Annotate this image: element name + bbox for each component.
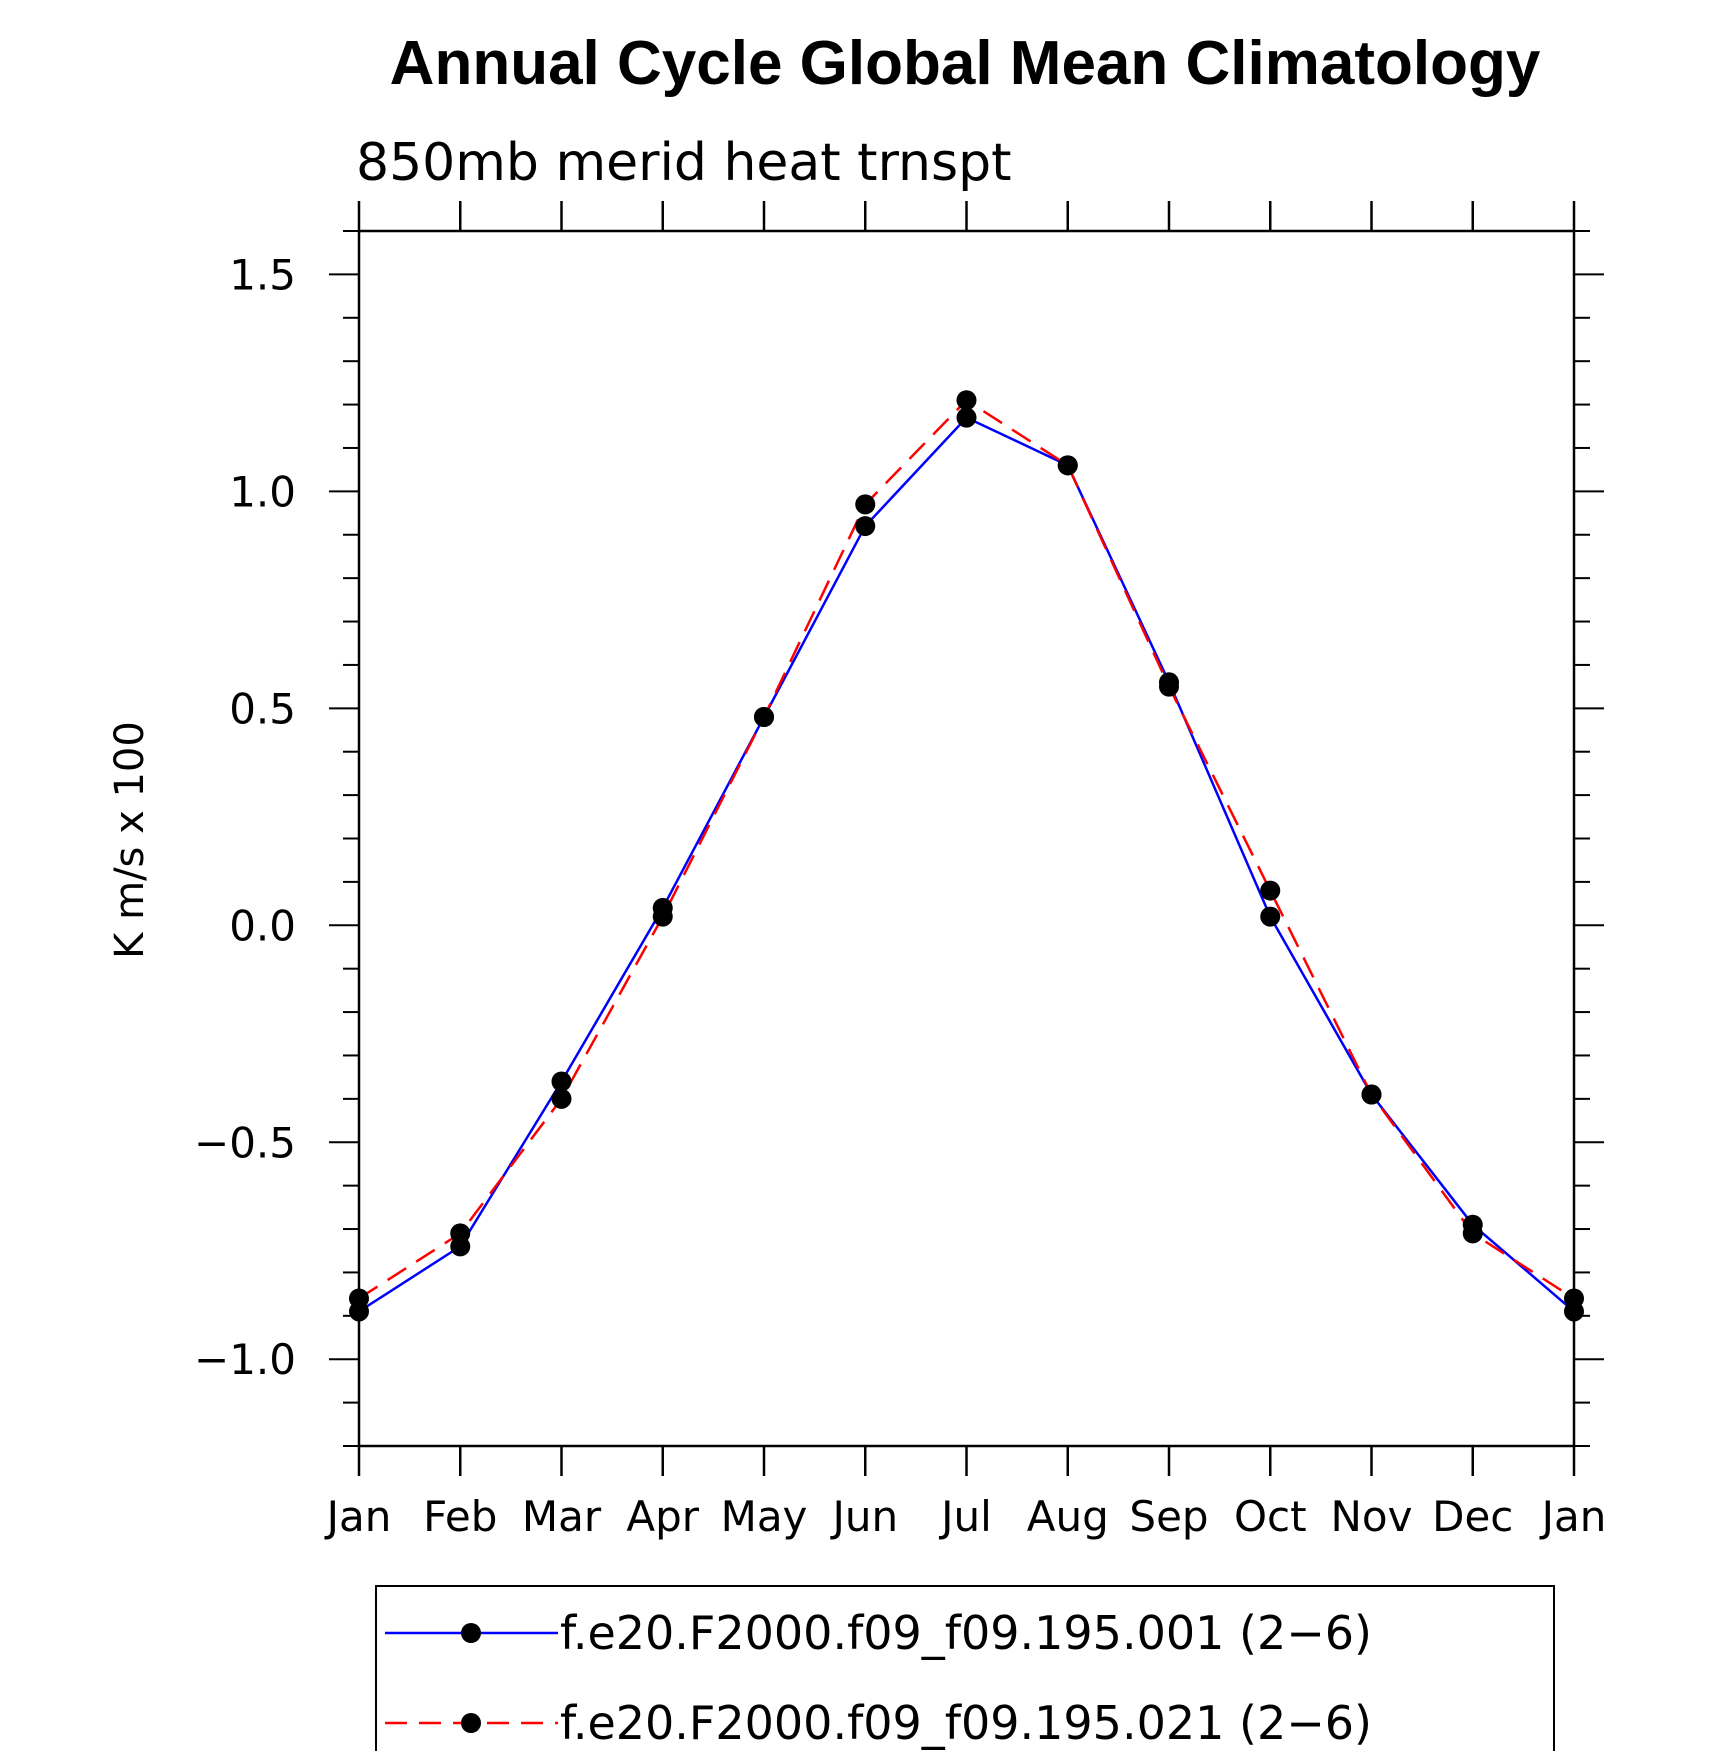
chart-subtitle: 850mb merid heat trnspt (356, 133, 1011, 193)
x-tick-label: Jan (1539, 1492, 1607, 1541)
data-point (349, 1288, 369, 1309)
data-point (652, 906, 673, 927)
x-tick-label: Jul (938, 1492, 992, 1541)
data-point (1361, 1084, 1382, 1105)
legend-marker (461, 1713, 481, 1733)
data-point (956, 390, 977, 411)
data-point (855, 516, 876, 537)
y-axis-label-group: K m/s x 100 (107, 721, 153, 959)
data-point (1260, 906, 1281, 927)
data-point (1057, 455, 1078, 476)
y-axis-ticks: −1.0 −0.5 0.0 0.5 1.0 1.5 (194, 230, 1604, 1447)
x-tick-label: Jan (324, 1492, 392, 1541)
x-axis-ticks: Jan Feb Mar Apr May Jun Jul Aug Sep Oct Nov Dec Jan (324, 201, 1607, 1541)
data-point (1260, 880, 1281, 901)
data-point (1159, 676, 1179, 697)
y-tick-label: 1.5 (229, 250, 296, 299)
x-tick-label: Aug (1027, 1492, 1109, 1541)
legend-label: f.e20.F2000.f09_f09.195.001 (2−6) (560, 1606, 1372, 1660)
series-line (358, 416, 1575, 1313)
x-tick-label: Mar (522, 1492, 602, 1541)
data-point (1564, 1288, 1584, 1309)
x-tick-label: Sep (1129, 1492, 1208, 1541)
legend-label: f.e20.F2000.f09_f09.195.021 (2−6) (560, 1696, 1372, 1750)
x-tick-label: May (721, 1492, 808, 1541)
legend-box (375, 1585, 1555, 1751)
y-tick-label: −1.0 (194, 1335, 296, 1384)
x-tick-label: Dec (1432, 1492, 1513, 1541)
y-axis-label: K m/s x 100 (107, 721, 153, 959)
x-tick-label: Jun (829, 1492, 898, 1541)
data-point (956, 407, 977, 428)
y-tick-label: −0.5 (194, 1118, 296, 1167)
legend-marker (461, 1623, 481, 1643)
series-line (358, 398, 1575, 1300)
y-tick-label: 0.5 (229, 684, 296, 733)
x-tick-label: Oct (1234, 1492, 1307, 1541)
data-point (450, 1223, 471, 1244)
data-point (754, 707, 774, 727)
x-tick-label: Apr (626, 1492, 699, 1541)
x-tick-label: Feb (423, 1492, 497, 1541)
x-tick-label: Nov (1331, 1492, 1413, 1541)
data-point (551, 1071, 572, 1092)
series-layer (349, 390, 1584, 1322)
y-tick-label: 1.0 (229, 467, 296, 516)
data-point (1462, 1223, 1483, 1244)
y-tick-label: 0.0 (229, 901, 296, 950)
legend: f.e20.F2000.f09_f09.195.001 (2−6) f.e20.F… (385, 1606, 1372, 1750)
chart-title: Annual Cycle Global Mean Climatology (390, 29, 1541, 98)
data-point (551, 1088, 572, 1109)
data-point (855, 494, 876, 515)
